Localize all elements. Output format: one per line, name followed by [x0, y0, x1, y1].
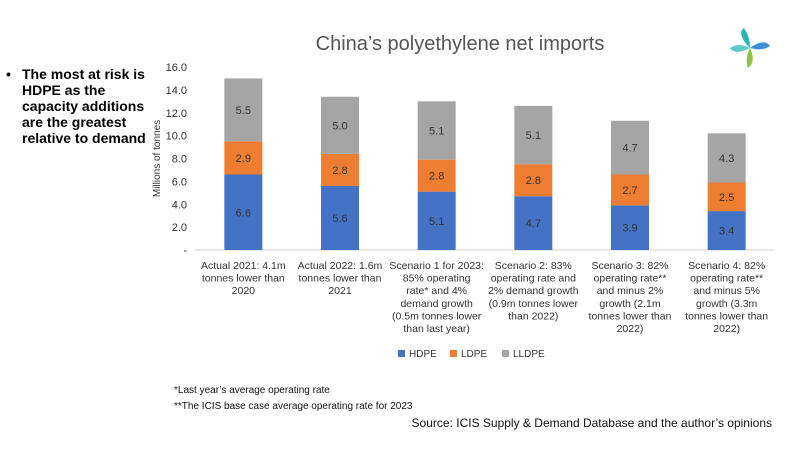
bar-value-label: 2.9	[236, 153, 251, 165]
x-tick-label: Scenario 4: 82% operating rate** and minus…	[685, 260, 768, 335]
y-tick-label: -	[183, 245, 187, 257]
bar-lldpe	[321, 96, 359, 154]
bar-value-label: 6.6	[236, 207, 251, 219]
footnote-operating-rate: *Last year’s average operating rate	[174, 385, 330, 396]
y-tick-label: 16.0	[166, 62, 187, 74]
footnote-base-case: **The ICIS base case average operating r…	[174, 401, 413, 412]
bar-ldpe	[417, 159, 456, 192]
bar-value-label: 2.5	[719, 192, 734, 204]
bar-value-label: 3.4	[719, 226, 734, 238]
bar-value-label: 2.7	[622, 185, 637, 197]
bar-lldpe	[224, 78, 263, 142]
bar-value-label: 2.8	[332, 165, 347, 177]
y-tick-label: 4.0	[172, 199, 187, 211]
icis-logo-icon	[730, 28, 770, 68]
bar-ldpe	[321, 153, 359, 186]
legend-swatch-ldpe	[450, 350, 457, 357]
bar-ldpe	[224, 141, 263, 175]
footnotes: *Last year’s average operating rate **Th…	[174, 383, 412, 415]
bars: 6.6 2.9 5.5 5.6 2.8 5.0 5.1 2.8 5.1 4.7 2.8 5.1 3.9 2…	[224, 78, 746, 250]
y-tick-label: 6.0	[172, 176, 187, 188]
bar-lldpe	[417, 101, 456, 160]
bar-value-label: 2.8	[526, 175, 541, 187]
y-axis-ticks: - 2.0 4.0 6.0 8.0 10.0 12.0 14.0 16.0	[166, 62, 188, 257]
x-tick-label: Actual 2022: 1.6m tonnes lower than 2021	[298, 260, 383, 297]
y-tick-label: 12.0	[166, 108, 187, 120]
legend-label: HDPE	[409, 349, 437, 360]
legend-label: LLDPE	[513, 349, 545, 360]
legend-label: LDPE	[461, 349, 487, 360]
bar-hdpe	[514, 196, 553, 250]
bar-hdpe	[611, 205, 649, 250]
bar-hdpe	[707, 211, 746, 250]
bar-hdpe	[417, 191, 456, 250]
bullet-point: • The most at risk is HDPE as the capaci…	[6, 66, 146, 146]
bar-lldpe	[707, 133, 746, 183]
legend-swatch-hdpe	[398, 350, 405, 357]
legend: HDPE LDPE LLDPE	[398, 349, 545, 360]
bar-lldpe	[611, 120, 649, 175]
bar-value-label: 5.1	[526, 130, 541, 142]
bar-value-label: 3.9	[622, 223, 637, 235]
bullet-dot-icon: •	[6, 66, 11, 82]
chart-title: China’s polyethylene net imports	[316, 33, 605, 55]
bar-value-label: 4.3	[719, 153, 734, 165]
bar-ldpe	[514, 164, 553, 197]
x-axis-labels: Actual 2021: 4.1m tonnes lower than 2020 Ac…	[201, 260, 768, 335]
bar-value-label: 4.7	[526, 218, 541, 230]
y-tick-label: 8.0	[172, 154, 187, 166]
x-tick-label: Scenario 1 for 2023: 85% operating rate* a…	[389, 260, 484, 335]
bar-hdpe	[224, 174, 263, 250]
bar-value-label: 5.1	[429, 125, 444, 137]
y-axis-label: Millions of tonnes	[152, 120, 163, 197]
bar-value-label: 5.1	[429, 216, 444, 228]
bar-value-label: 5.5	[236, 105, 251, 117]
bar-value-label: 4.7	[622, 143, 637, 155]
source-note: Source: ICIS Supply & Demand Database an…	[411, 416, 772, 430]
bar-ldpe	[611, 174, 649, 206]
stacked-bar-chart: China’s polyethylene net imports Million…	[152, 33, 775, 360]
bullet-text: The most at risk is HDPE as the capacity…	[22, 66, 146, 146]
legend-swatch-lldpe	[502, 350, 509, 357]
bar-hdpe	[321, 185, 359, 250]
bar-value-label: 2.8	[429, 171, 444, 183]
bar-lldpe	[514, 105, 553, 165]
x-tick-label: Scenario 3: 82% operating rate** and minus…	[589, 260, 672, 335]
x-tick-label: Scenario 2: 83% operating rate and 2% dema…	[488, 260, 579, 322]
y-tick-label: 10.0	[166, 131, 187, 143]
y-tick-label: 2.0	[172, 222, 187, 234]
bar-ldpe	[707, 182, 746, 212]
x-tick-label: Actual 2021: 4.1m tonnes lower than 2020	[201, 260, 286, 297]
y-tick-label: 14.0	[166, 85, 187, 97]
bar-value-label: 5.0	[332, 120, 347, 132]
bar-value-label: 5.6	[332, 213, 347, 225]
